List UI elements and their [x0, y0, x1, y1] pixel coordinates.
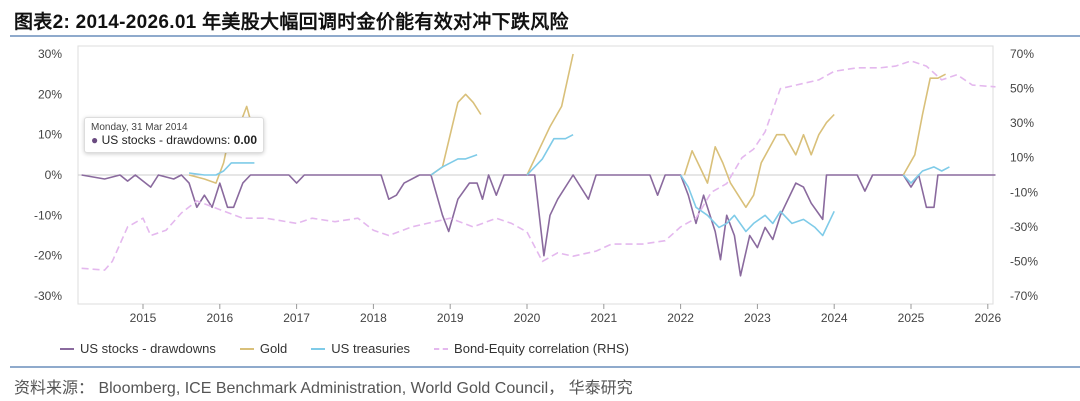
y2-tick-label: -70%	[1010, 289, 1038, 303]
x-tick-label: 2018	[360, 311, 387, 325]
y2-tick-label: 30%	[1010, 116, 1034, 130]
y-tick-label: 30%	[38, 47, 62, 61]
x-tick-label: 2026	[974, 311, 1001, 325]
legend-item-treasuries[interactable]: US treasuries	[311, 341, 410, 356]
chart-title: 图表2: 2014-2026.01 年美股大幅回调时金价能有效对冲下跌风险	[14, 12, 569, 33]
x-tick-label: 2016	[206, 311, 233, 325]
y2-tick-label: -50%	[1010, 254, 1038, 268]
series-line-treasuries	[902, 166, 950, 184]
series-line-stocks	[81, 174, 996, 277]
series-line-gold	[902, 73, 946, 176]
source-divider	[10, 366, 1080, 368]
x-tick-label: 2023	[744, 311, 771, 325]
series-line-gold	[526, 53, 574, 176]
y-tick-label: 20%	[38, 87, 62, 101]
legend-label: US treasuries	[331, 341, 411, 356]
legend-label: Gold	[259, 341, 288, 356]
x-tick-label: 2017	[283, 311, 310, 325]
y-tick-label: 10%	[38, 128, 62, 142]
y2-tick-label: 10%	[1010, 151, 1034, 165]
x-tick-label: 2015	[130, 311, 157, 325]
legend-item-stocks[interactable]: US stocks - drawdowns	[60, 341, 216, 356]
legend-swatch	[434, 347, 449, 350]
y-tick-label: -20%	[34, 249, 62, 263]
legend-item-gold[interactable]: Gold	[239, 341, 288, 356]
series-line-gold	[683, 113, 835, 209]
series-line-correlation	[81, 60, 996, 271]
y-tick-label: 0%	[45, 168, 63, 182]
series-line-gold	[430, 93, 482, 176]
x-tick-label: 2024	[821, 311, 848, 325]
legend: US stocks - drawdowns Gold US treasuries…	[60, 341, 629, 356]
y-tick-label: -30%	[34, 289, 62, 303]
title-divider	[10, 35, 1080, 37]
series-line-treasuries	[430, 154, 478, 176]
y2-tick-label: -30%	[1010, 220, 1038, 234]
x-tick-label: 2021	[590, 311, 617, 325]
series-line-treasuries	[188, 162, 255, 176]
x-tick-label: 2020	[514, 311, 541, 325]
tooltip-value: 0.00	[233, 133, 257, 147]
chart-canvas: 30% 20% 10% 0% -10% -20% -30% 70% 50% 30% 10% -10% -…	[34, 45, 1038, 325]
legend-swatch	[60, 347, 74, 350]
legend-swatch	[239, 347, 254, 350]
source-note: 资料来源： Bloomberg, ICE Benchmark Administr…	[14, 380, 633, 397]
x-tick-label: 2019	[437, 311, 464, 325]
x-tick-label: 2022	[667, 311, 694, 325]
series-line-treasuries	[679, 174, 835, 237]
tooltip-marker-icon: ●	[91, 133, 99, 147]
y2-tick-label: 50%	[1010, 82, 1034, 96]
x-tick-label: 2025	[898, 311, 925, 325]
tooltip-date: Monday, 31 Mar 2014	[91, 122, 188, 133]
y2-tick-label: 70%	[1010, 47, 1034, 61]
legend-swatch	[311, 347, 326, 350]
legend-item-correlation[interactable]: Bond-Equity correlation (RHS)	[434, 341, 629, 356]
y2-tick-label: -10%	[1010, 185, 1038, 199]
y-tick-label: -10%	[34, 208, 62, 222]
legend-label: Bond-Equity correlation (RHS)	[454, 341, 629, 356]
tooltip-series: US stocks - drawdowns:	[101, 133, 234, 147]
tooltip: Monday, 31 Mar 2014 ● US stocks - drawdo…	[84, 117, 264, 153]
series-line-treasuries	[526, 133, 574, 176]
legend-label: US stocks - drawdowns	[80, 341, 216, 356]
